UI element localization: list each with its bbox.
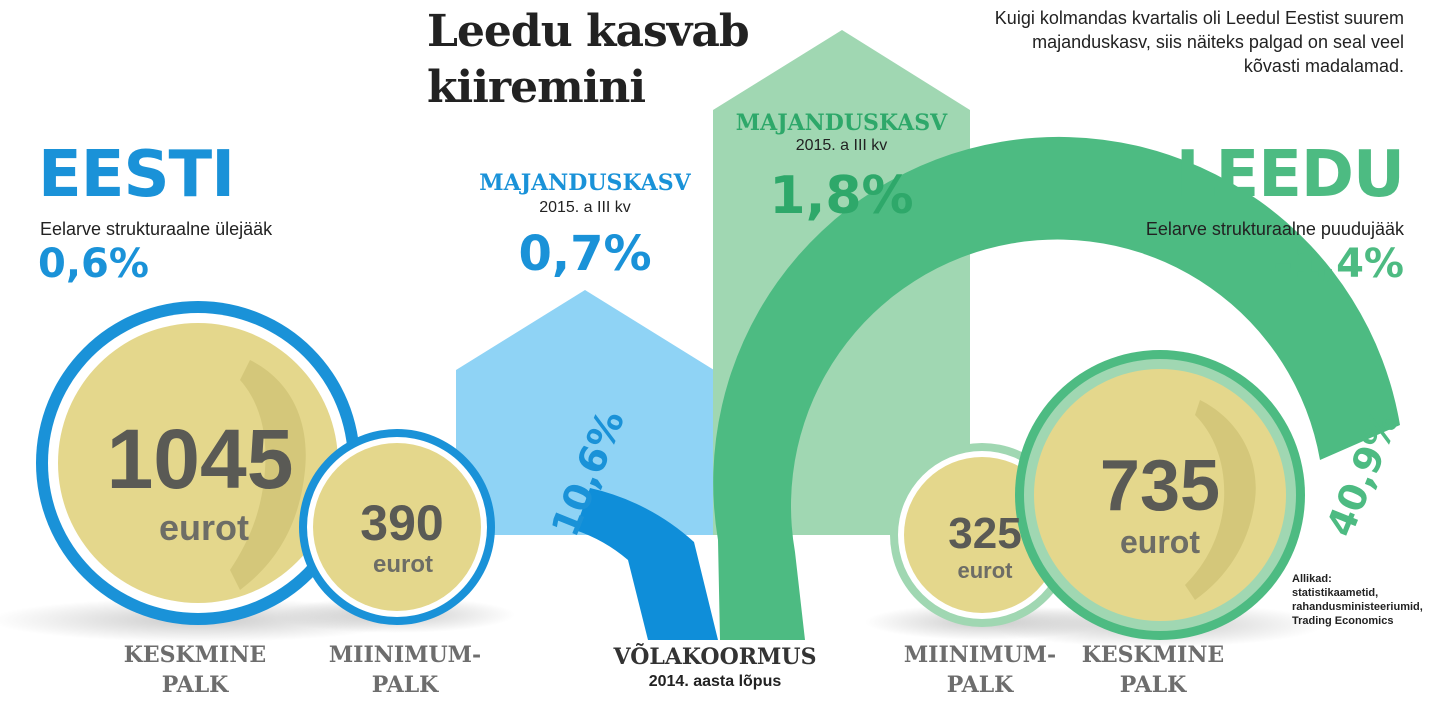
estonia-avg-wage-caption-line2: PALK (161, 672, 229, 698)
lithuania-avg-wage-caption-line1: KESKMINE (1081, 642, 1225, 668)
lithuania-growth-value: 1,8% (769, 166, 914, 226)
debt-caption: VÕLAKOORMUS 2014. aasta lõpus (610, 642, 820, 692)
estonia-growth-value: 0,7% (518, 226, 652, 282)
sources-line3: rahandusministeeriumid, (1292, 601, 1423, 613)
lithuania-avg-wage-unit: eurot (1120, 524, 1200, 560)
estonia-debt-arc (575, 488, 718, 640)
estonia-growth-period: 2015. a III kv (539, 199, 631, 216)
estonia-min-wage-caption-line1: MIINIMUM- (328, 642, 482, 668)
lithuania-growth-period: 2015. a III kv (795, 137, 888, 154)
lithuania-budget-label: Eelarve strukturaalne puudujääk (1145, 219, 1404, 239)
sources-line2: statistikaametid, (1292, 587, 1379, 599)
estonia-avg-wage-caption: KESKMINE PALK (110, 640, 280, 700)
estonia-avg-wage-caption-line1: KESKMINE (123, 642, 267, 668)
estonia-budget-label: Eelarve strukturaalne ülejääk (40, 219, 273, 239)
page-title: Leedu kasvab kiiremini (427, 6, 750, 113)
lithuania-debt-arc (713, 136, 1400, 640)
estonia-budget-value: 0,6% (38, 241, 149, 287)
estonia-avg-wage-coin (36, 301, 360, 625)
lithuania-avg-wage-caption: KESKMINE PALK (1068, 640, 1238, 700)
debt-caption-title: VÕLAKOORMUS (613, 644, 817, 670)
lithuania-growth-label: MAJANDUSKASV (735, 110, 948, 136)
debt-caption-period: 2014. aasta lõpus (648, 673, 782, 690)
lithuania-name: LEEDU (1175, 138, 1405, 212)
estonia-name: EESTI (38, 138, 235, 212)
lithuania-avg-wage-value: 735 (1100, 446, 1220, 526)
estonia-min-wage-value: 390 (360, 495, 443, 551)
estonia-min-wage-caption: MIINIMUM- PALK (320, 640, 490, 700)
estonia-avg-wage-unit: eurot (159, 507, 249, 548)
estonia-avg-wage-value: 1045 (107, 412, 294, 506)
lithuania-min-wage-caption: MIINIMUM- PALK (895, 640, 1065, 700)
lithuania-avg-wage-coin (1015, 350, 1305, 640)
estonia-growth-label: MAJANDUSKASV (479, 170, 691, 196)
estonia-min-wage-coin (299, 429, 495, 625)
lithuania-min-wage-value: 325 (948, 509, 1021, 558)
lithuania-min-wage-caption-line1: MIINIMUM- (903, 642, 1057, 668)
sources-line4: Trading Economics (1292, 615, 1394, 627)
estonia-growth-house-shape (456, 290, 714, 535)
intro-text: Kuigi kolmandas kvartalis oli Leedul Ees… (994, 8, 1404, 76)
estonia-min-wage-caption-line2: PALK (371, 672, 439, 698)
lithuania-min-wage-caption-line2: PALK (946, 672, 1014, 698)
lithuania-budget-value: –1,4% (1273, 241, 1404, 287)
sources-line1: Allikad: (1292, 573, 1332, 585)
lithuania-avg-wage-caption-line2: PALK (1119, 672, 1187, 698)
lithuania-min-wage-unit: eurot (958, 558, 1014, 583)
estonia-min-wage-unit: eurot (373, 551, 433, 578)
sources-note: Allikad: statistikaametid, rahandusminis… (1292, 572, 1423, 628)
